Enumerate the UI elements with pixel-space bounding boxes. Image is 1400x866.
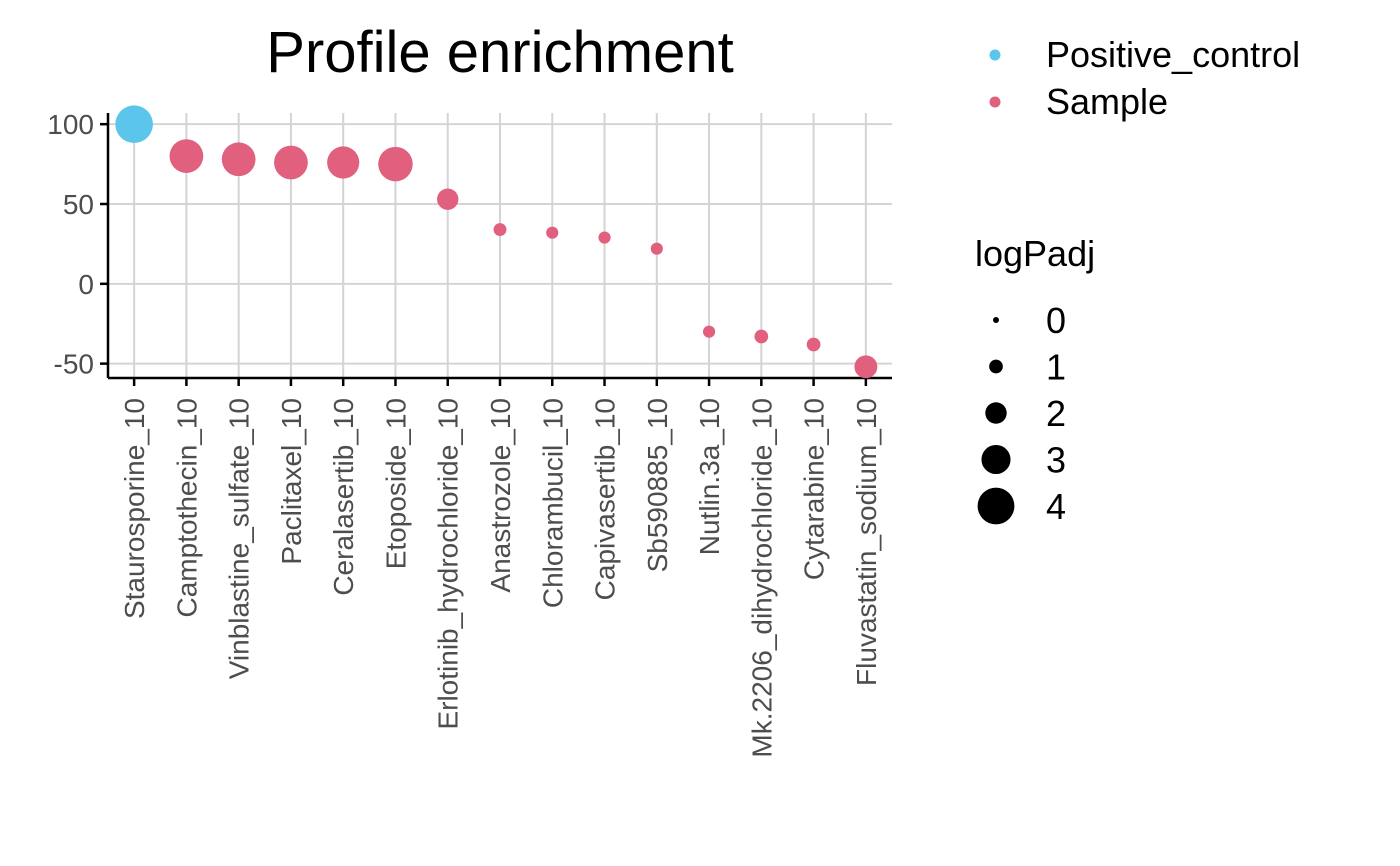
data-point (702, 325, 716, 338)
legend-layer: logPadj Positive_control Sample 0 1 2 3 4 (975, 34, 1300, 527)
data-point (327, 146, 360, 179)
data-point (754, 329, 769, 344)
data-point (493, 223, 507, 237)
x-tick-label: Paclitaxel_10 (276, 398, 307, 565)
data-point (274, 145, 308, 180)
legend-color-label: Sample (1046, 81, 1168, 122)
x-tick-label: Camptothecin_10 (171, 398, 202, 617)
x-tick-label: Anastrozole_10 (485, 398, 516, 593)
x-tick-label: Staurosporine_10 (119, 398, 150, 619)
legend-size-key (989, 359, 1003, 374)
data-point (115, 105, 153, 143)
data-point (650, 242, 663, 255)
x-tick-label: Chlorambucil_10 (537, 398, 568, 608)
x-tick-label: Capivasertib_10 (590, 398, 621, 600)
legend-size-key (985, 402, 1007, 424)
y-tick-label: -50 (54, 349, 94, 380)
legend-size-label: 4 (1046, 486, 1066, 527)
data-point (546, 226, 559, 239)
legend-color-key (989, 96, 1001, 108)
x-tick-label: Etoposide_10 (380, 398, 411, 569)
legend-size-title: logPadj (975, 233, 1095, 274)
chart-title: Profile enrichment (266, 20, 733, 85)
data-point (854, 355, 878, 379)
data-point (169, 139, 204, 173)
x-tick-label: Fluvastatin_sodium_10 (851, 398, 882, 686)
legend-size-label: 2 (1046, 393, 1066, 434)
legend-size-label: 1 (1046, 347, 1066, 388)
x-tick-label: Cytarabine_10 (799, 398, 830, 580)
legend-size-key (993, 317, 999, 323)
data-point (437, 188, 459, 210)
data-point (806, 337, 821, 352)
legend-size-label: 3 (1046, 440, 1066, 481)
x-tick-label: Nutlin.3a_10 (694, 398, 725, 555)
data-point (221, 142, 256, 177)
x-tick-label: Mk.2206_dihydrochloride_10 (746, 398, 777, 758)
data-point (598, 231, 611, 244)
legend-size-label: 0 (1046, 300, 1066, 341)
data-point (378, 146, 413, 182)
points-layer (115, 105, 878, 379)
y-tick-label: 0 (78, 269, 94, 300)
legend-size-key (977, 487, 1015, 525)
legend-color-key (989, 49, 1001, 61)
axis-layer: 100 50 0 -50 Staurosporine_10 Camptothecin_10… (47, 109, 892, 758)
y-tick-label: 100 (47, 109, 94, 140)
y-tick-label: 50 (63, 189, 94, 220)
x-tick-label: Sb590885_10 (642, 398, 673, 572)
legend-size-key (981, 444, 1011, 475)
x-tick-label: Erlotinib_hydrochloride_10 (433, 398, 464, 730)
x-tick-label: Vinblastine_sulfate_10 (224, 398, 255, 679)
legend-color-label: Positive_control (1046, 34, 1300, 75)
x-tick-label: Ceralasertib_10 (328, 398, 359, 596)
